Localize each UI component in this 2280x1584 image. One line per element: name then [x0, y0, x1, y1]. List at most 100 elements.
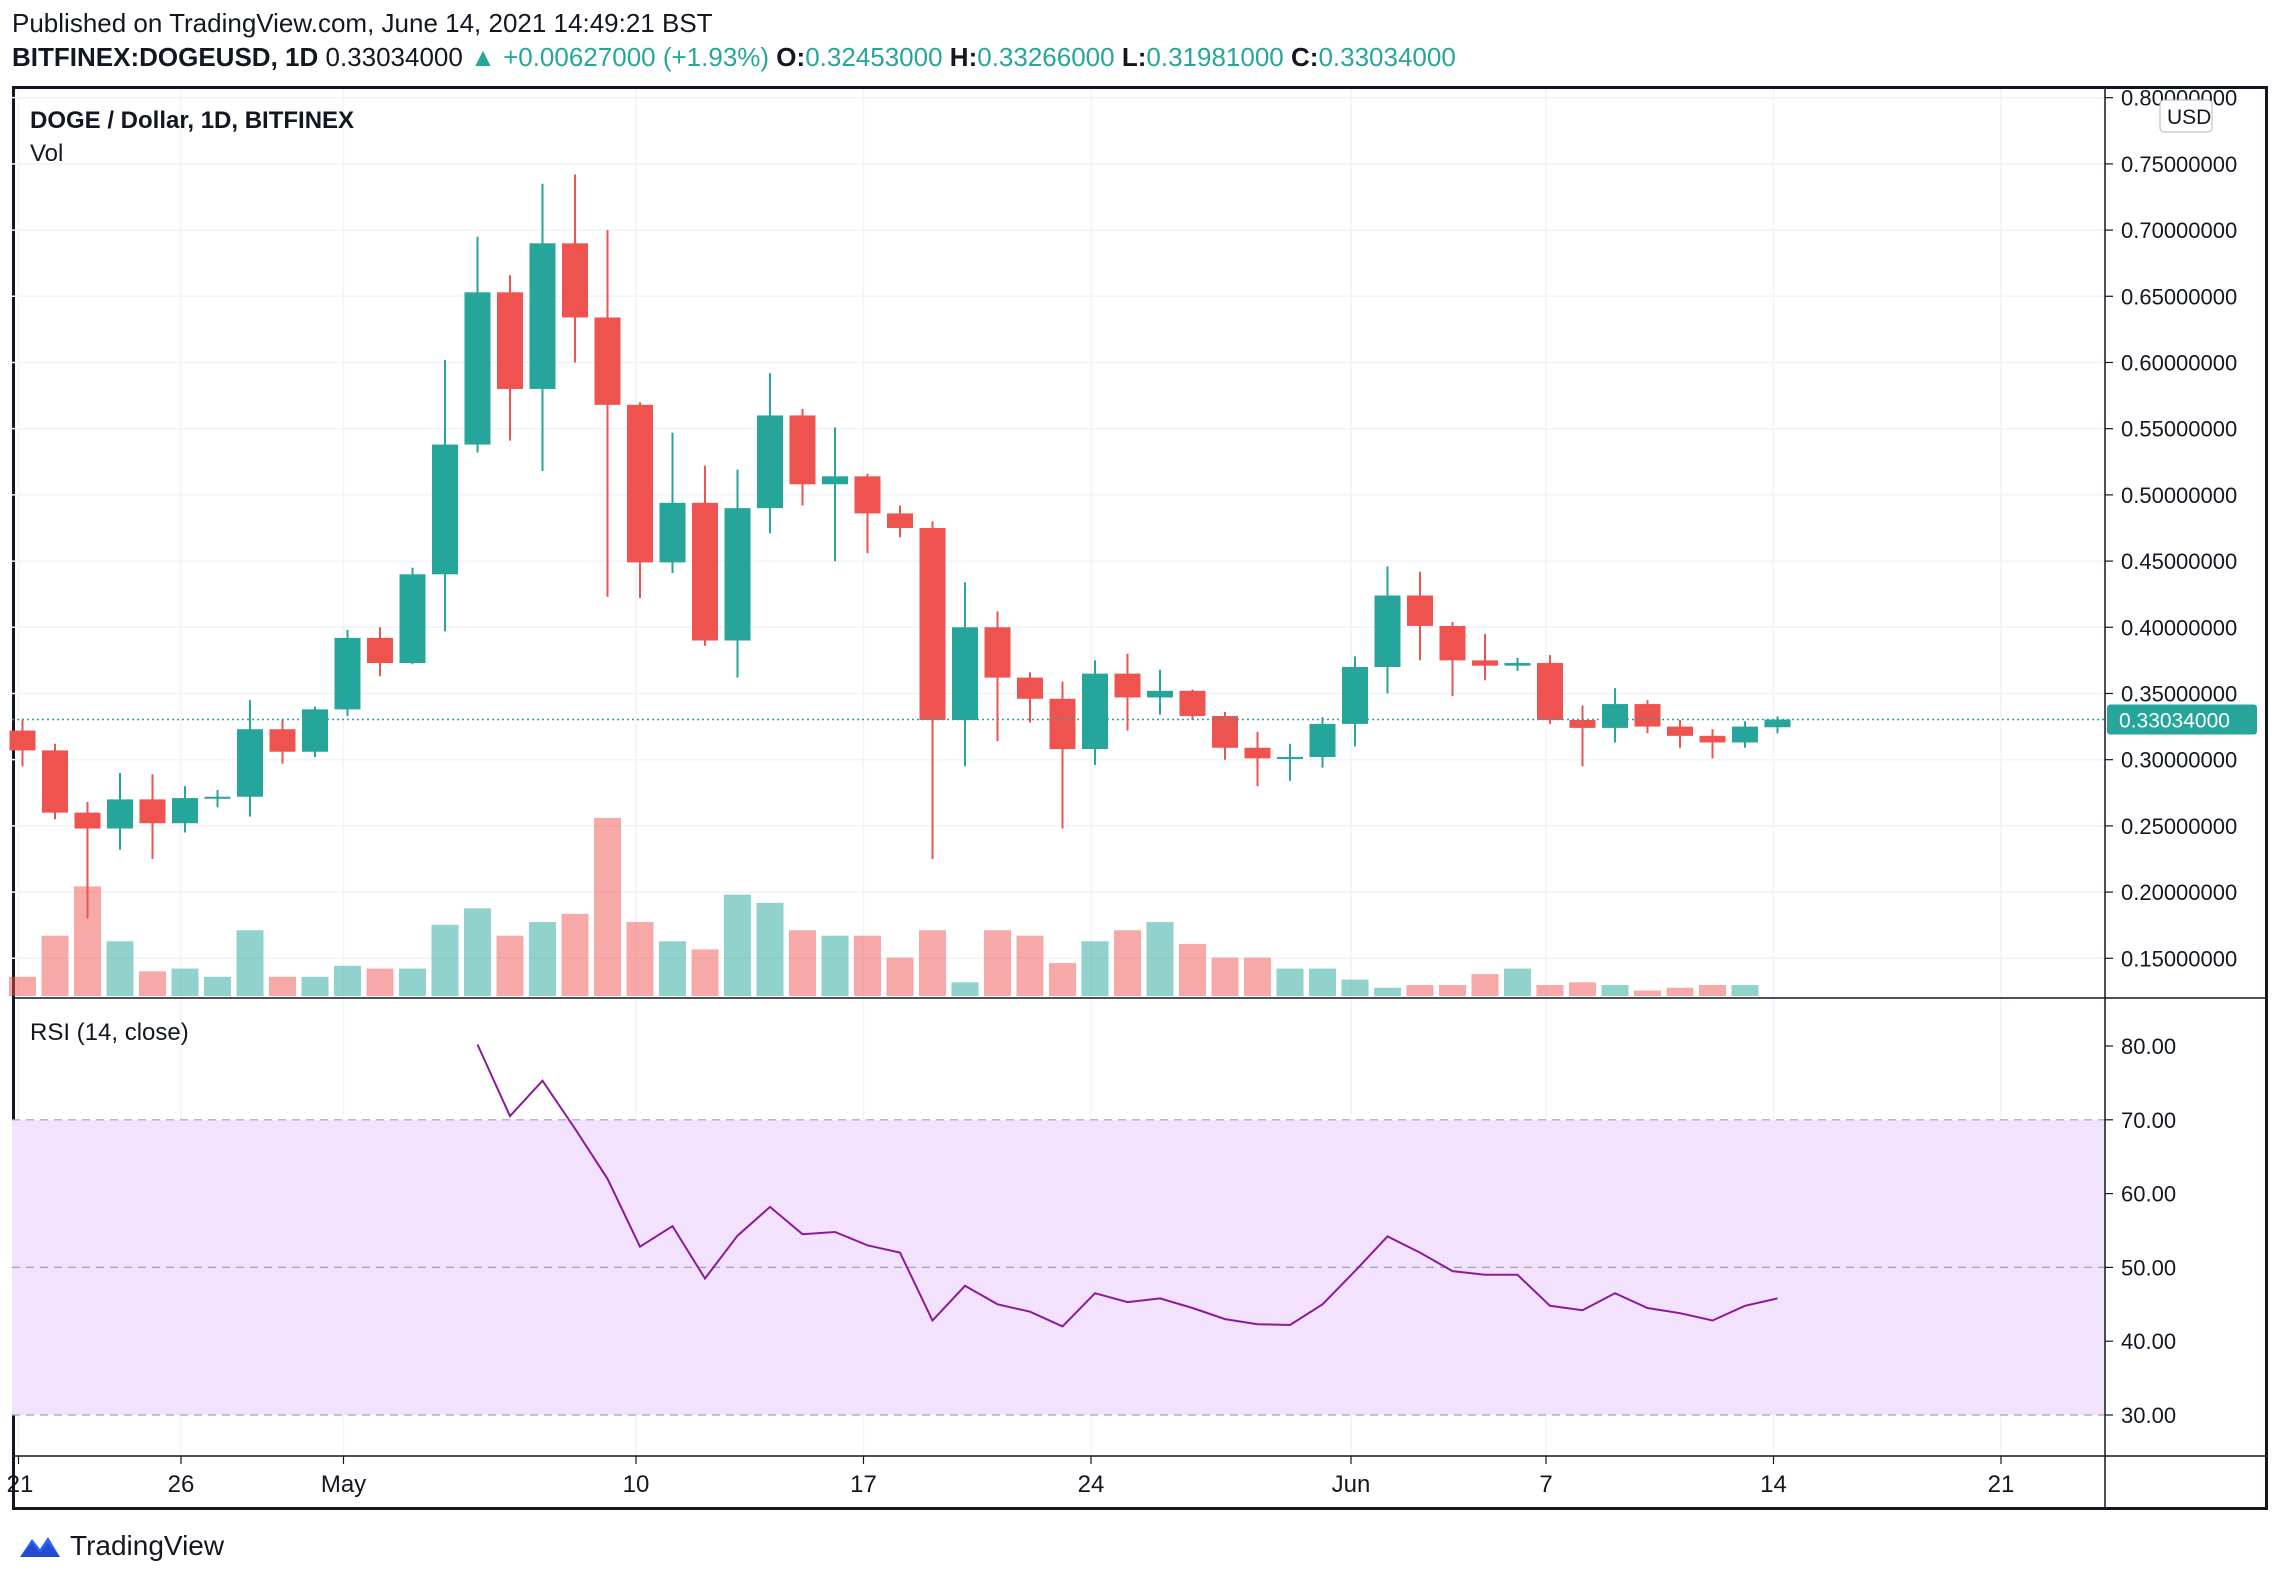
- candle: [432, 359, 458, 632]
- candle-body: [1147, 690, 1173, 698]
- candle-body: [1667, 726, 1693, 736]
- price-tick-label: 0.50000000: [2121, 483, 2237, 508]
- candle-body: [529, 243, 556, 389]
- volume-bar: [1179, 943, 1206, 996]
- candle-body: [74, 812, 101, 829]
- currency-badge-label: USD: [2167, 106, 2211, 129]
- volume-bar: [171, 968, 199, 996]
- time-axis-ticks: 21 26 May 10 17 24 Jun 7 14 21: [7, 1456, 2014, 1498]
- up-triangle-icon: ▲: [470, 42, 496, 72]
- volume-bar: [1244, 957, 1271, 996]
- candle-body: [757, 415, 783, 509]
- time-tick-label: Jun: [1332, 1471, 1371, 1498]
- candle: [1667, 719, 1693, 748]
- candle-body: [139, 799, 166, 824]
- volume-bar: [464, 908, 491, 996]
- volume-bar: [691, 949, 719, 996]
- rsi-line: [476, 1044, 1778, 1328]
- volume-bar: [724, 894, 751, 996]
- price-tick-label: 0.45000000: [2121, 549, 2237, 574]
- high-value: 0.33266000: [977, 42, 1115, 72]
- axis-lines: [12, 89, 2268, 1508]
- candle: [789, 408, 816, 506]
- candle-body: [789, 415, 816, 485]
- candle-body: [659, 502, 686, 563]
- candle-body: [9, 730, 36, 751]
- volume-bar: [1504, 968, 1531, 996]
- candle-body: [1212, 715, 1238, 748]
- candle-body: [1537, 663, 1563, 720]
- candle: [1342, 656, 1368, 747]
- candle-body: [724, 508, 751, 641]
- candle-body: [172, 798, 198, 824]
- tradingview-brand[interactable]: TradingView: [18, 1530, 224, 1562]
- last-price: 0.33034000: [325, 42, 463, 72]
- rsi-tick-label: 80.00: [2121, 1034, 2176, 1059]
- candle-body: [1764, 719, 1791, 728]
- volume-bar: [1536, 985, 1564, 996]
- chart-frame[interactable]: [12, 86, 2268, 1510]
- time-tick-label: 17: [850, 1471, 877, 1498]
- candle: [724, 469, 751, 678]
- candle: [984, 611, 1011, 742]
- candle: [1504, 657, 1531, 671]
- volume-bar: [1406, 985, 1434, 996]
- candle-body: [269, 729, 296, 752]
- pane-title: DOGE / Dollar, 1D, BITFINEX: [30, 107, 354, 134]
- volume-bar: [366, 968, 394, 996]
- published-line: Published on TradingView.com, June 14, 2…: [12, 8, 713, 38]
- currency-badge[interactable]: [2159, 99, 2213, 133]
- volume-bar: [756, 902, 784, 996]
- volume-bar: [106, 941, 134, 996]
- candle-body: [1472, 660, 1498, 666]
- rsi-band: [12, 1119, 2105, 1415]
- price-tick-label: 0.55000000: [2121, 417, 2237, 442]
- volume-bar: [529, 922, 556, 996]
- candle: [854, 473, 881, 554]
- candle-body: [1049, 698, 1076, 750]
- volume-bar: [1634, 990, 1661, 996]
- symbol-name: BITFINEX:DOGEUSD, 1D: [12, 42, 319, 72]
- candle: [74, 802, 101, 919]
- volume-bar: [431, 924, 459, 996]
- candle: [1537, 655, 1563, 724]
- volume-bar: [1439, 985, 1466, 996]
- rsi-tick-label: 40.00: [2121, 1329, 2176, 1354]
- candle: [399, 567, 426, 665]
- volume-bar: [919, 930, 946, 996]
- candle-body: [432, 444, 458, 575]
- candle: [1114, 653, 1141, 731]
- last-price-marker-label: 0.33034000: [2119, 710, 2230, 733]
- rsi-axis-ticks: 30.00 40.00 50.00 60.00 70.00 80.00: [2105, 1034, 2176, 1428]
- candle: [1602, 688, 1628, 743]
- candle: [887, 505, 913, 538]
- candle: [1179, 689, 1206, 720]
- rsi-tick-label: 50.00: [2121, 1255, 2176, 1280]
- time-tick-label: 24: [1078, 1471, 1105, 1498]
- volume-bar: [1601, 985, 1629, 996]
- high-label: H:: [949, 42, 978, 72]
- candle-body: [1017, 677, 1043, 699]
- candle: [1732, 721, 1758, 748]
- low-value: 0.31981000: [1146, 42, 1284, 72]
- candle-body: [1277, 757, 1303, 760]
- volume-bar: [1569, 982, 1596, 996]
- candle: [1439, 621, 1466, 697]
- candle: [302, 706, 328, 758]
- volume-bar: [41, 935, 69, 996]
- candle: [757, 373, 783, 534]
- rsi-title: RSI (14, close): [30, 1019, 189, 1046]
- price-tick-label: 0.35000000: [2121, 681, 2237, 706]
- candle-body: [822, 476, 848, 485]
- candle: [692, 465, 718, 646]
- volume-bar: [1114, 930, 1141, 996]
- candle: [497, 275, 523, 441]
- candle-body: [1342, 667, 1368, 724]
- candle-body: [1732, 726, 1758, 743]
- candle: [1569, 705, 1596, 767]
- candle: [204, 790, 231, 808]
- candle-body: [334, 637, 361, 710]
- candle: [1472, 633, 1498, 681]
- candle: [562, 174, 588, 363]
